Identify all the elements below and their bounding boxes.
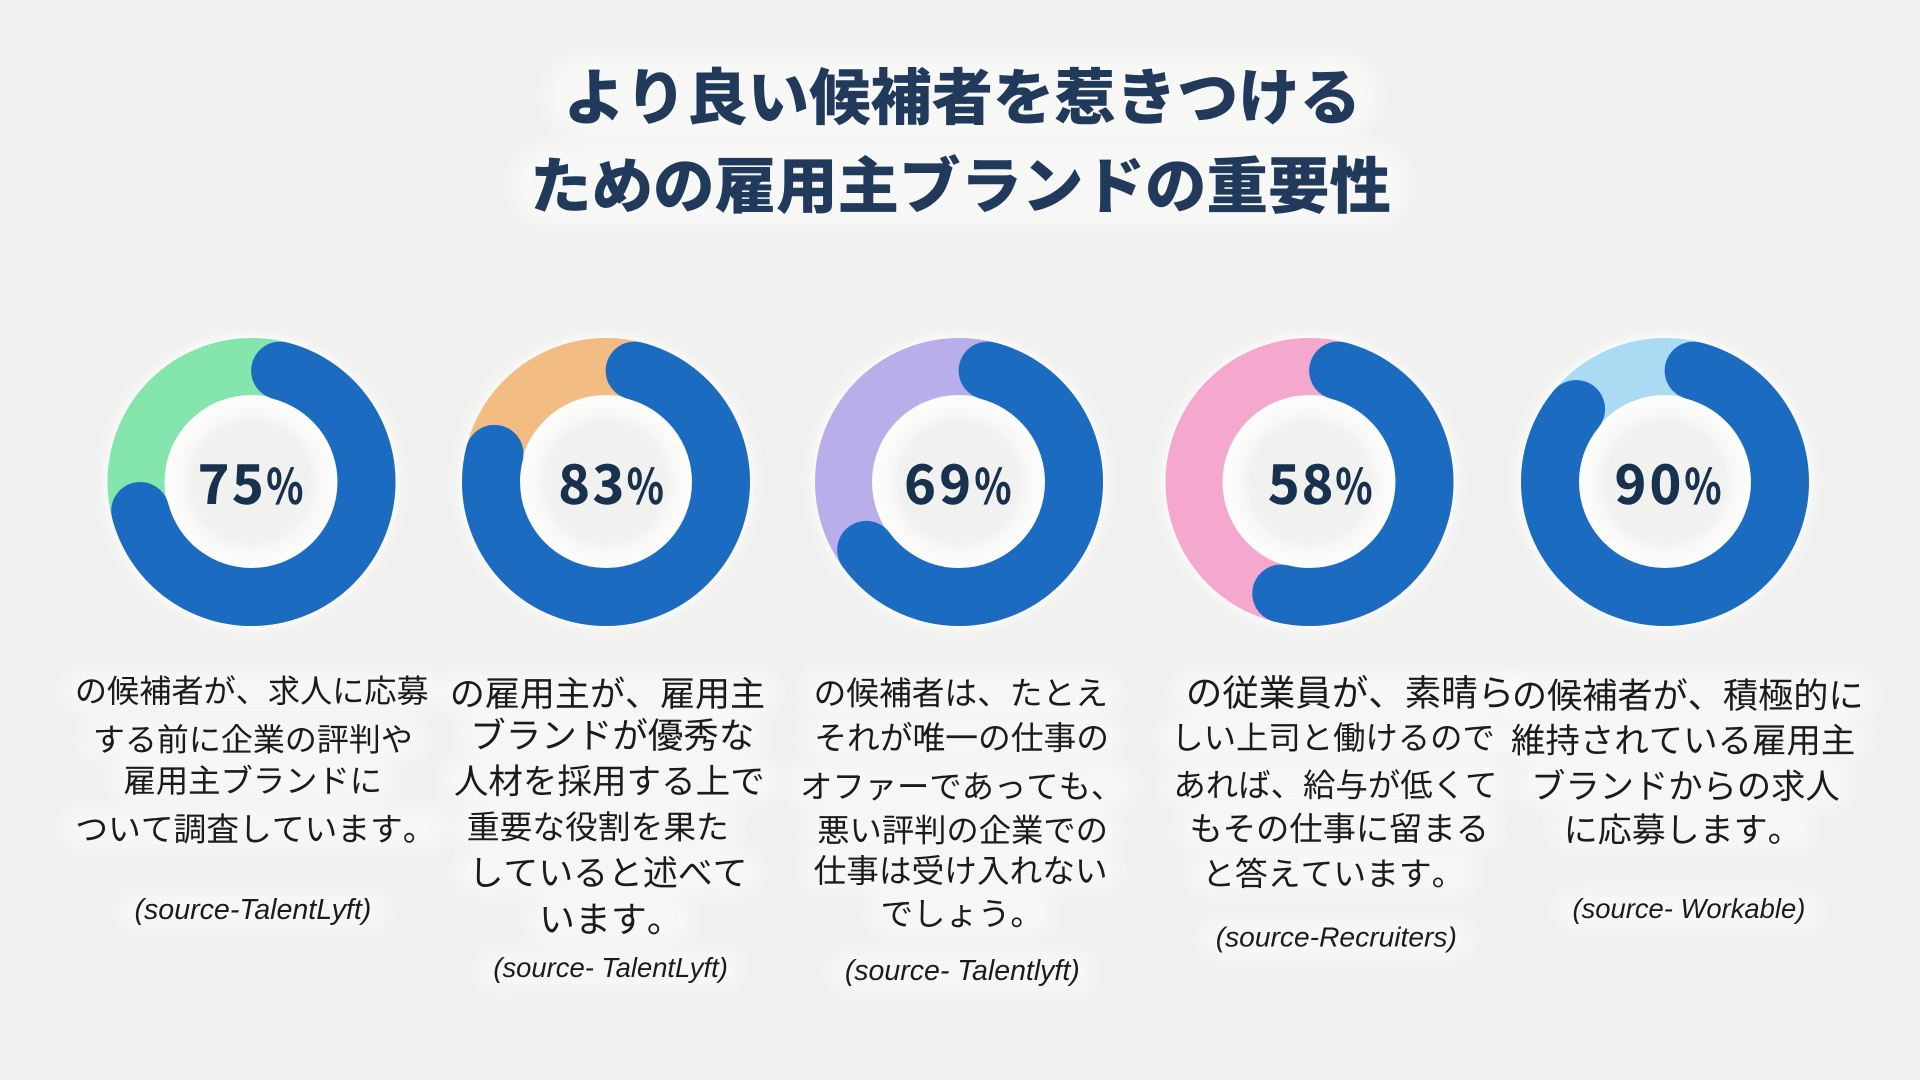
svg-text:(source- Workable): (source- Workable) bbox=[1572, 893, 1805, 924]
svg-text:(source-TalentLyft): (source-TalentLyft) bbox=[134, 894, 371, 926]
svg-text:(source-Recruiters): (source-Recruiters) bbox=[1216, 921, 1457, 953]
svg-text:(source- Talentlyft): (source- Talentlyft) bbox=[845, 955, 1080, 987]
svg-text:(source- TalentLyft): (source- TalentLyft) bbox=[493, 952, 727, 983]
